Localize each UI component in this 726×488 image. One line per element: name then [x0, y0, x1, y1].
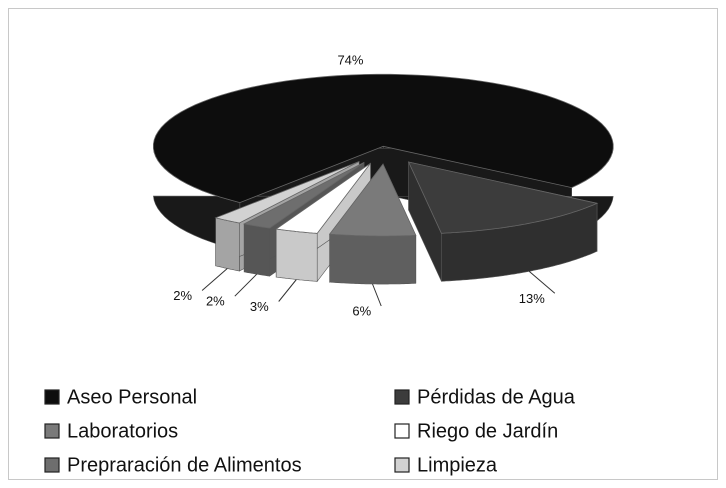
- legend-swatch: [394, 423, 410, 439]
- leader-line: [201, 268, 228, 291]
- legend-label: Riego de Jardín: [417, 420, 558, 442]
- value-label: 6%: [352, 303, 371, 318]
- pie-slice: [214, 161, 360, 224]
- pie-slice: [275, 162, 371, 234]
- slice-wall: [215, 217, 240, 272]
- value-label: 74%: [337, 52, 363, 67]
- legend-label: Prepraración de Alimentos: [67, 454, 302, 476]
- pie-slice: [328, 163, 417, 237]
- value-label: 13%: [519, 291, 545, 306]
- leader-line: [372, 283, 382, 307]
- leader-line: [234, 273, 258, 297]
- legend-swatch: [394, 389, 410, 405]
- legend-label: Pérdidas de Agua: [417, 386, 576, 408]
- legend-swatch: [44, 423, 60, 439]
- legend-swatch: [44, 457, 60, 473]
- value-label: 2%: [206, 294, 225, 309]
- slice-wall: [329, 233, 417, 285]
- pie-slice: [152, 73, 614, 204]
- legend-label: Laboratorios: [67, 420, 178, 442]
- leader-line: [278, 279, 297, 302]
- value-label: 2%: [173, 288, 192, 303]
- slice-wall: [243, 223, 271, 277]
- leader-line: [528, 270, 556, 294]
- slice-wall: [275, 228, 318, 282]
- legend-swatch: [394, 457, 410, 473]
- pie-slice: [407, 161, 599, 234]
- legend-swatch: [44, 389, 60, 405]
- legend-label: Limpieza: [417, 454, 498, 476]
- legend-label: Aseo Personal: [67, 386, 197, 408]
- pie-slice: [242, 162, 365, 229]
- value-label: 3%: [250, 299, 269, 314]
